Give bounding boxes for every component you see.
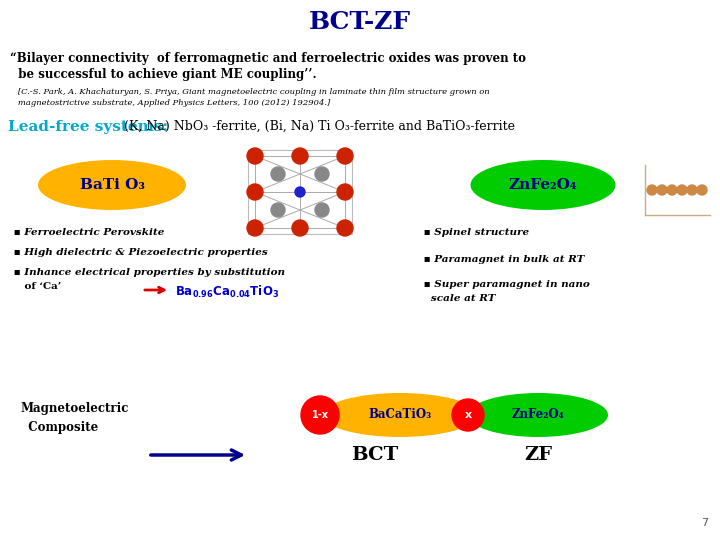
- Circle shape: [247, 148, 263, 164]
- Ellipse shape: [38, 160, 186, 210]
- Circle shape: [697, 185, 707, 195]
- Text: BCT: BCT: [351, 446, 399, 464]
- Text: Magnetoelectric
  Composite: Magnetoelectric Composite: [20, 402, 128, 434]
- Circle shape: [687, 185, 697, 195]
- Circle shape: [292, 148, 308, 164]
- Text: ZF: ZF: [524, 446, 552, 464]
- Circle shape: [271, 203, 285, 217]
- Circle shape: [677, 185, 687, 195]
- Text: $\mathbf{Ba_{0.96}Ca_{0.04}TiO_3}$: $\mathbf{Ba_{0.96}Ca_{0.04}TiO_3}$: [175, 284, 279, 300]
- Circle shape: [315, 167, 329, 181]
- Circle shape: [292, 220, 308, 236]
- Circle shape: [315, 203, 329, 217]
- Ellipse shape: [468, 393, 608, 437]
- Text: Lead-free systems:: Lead-free systems:: [8, 120, 168, 134]
- Circle shape: [657, 185, 667, 195]
- Text: be successful to achieve giant ME coupling’’.: be successful to achieve giant ME coupli…: [10, 68, 317, 81]
- Circle shape: [337, 220, 353, 236]
- Circle shape: [647, 185, 657, 195]
- Circle shape: [337, 184, 353, 200]
- Text: 7: 7: [701, 518, 708, 528]
- Circle shape: [271, 167, 285, 181]
- Circle shape: [295, 187, 305, 197]
- Circle shape: [247, 220, 263, 236]
- Text: ▪ Super paramagnet in nano: ▪ Super paramagnet in nano: [420, 280, 590, 289]
- Circle shape: [452, 399, 484, 431]
- Ellipse shape: [323, 393, 477, 437]
- Text: 1-x: 1-x: [312, 410, 328, 420]
- Circle shape: [247, 184, 263, 200]
- Text: ZnFe₂O₄: ZnFe₂O₄: [509, 178, 577, 192]
- Circle shape: [667, 185, 677, 195]
- Text: ▪ Ferroelectric Perovskite: ▪ Ferroelectric Perovskite: [10, 228, 164, 237]
- Text: x: x: [464, 410, 472, 420]
- Text: ▪ Inhance electrical properties by substitution: ▪ Inhance electrical properties by subst…: [10, 268, 285, 277]
- Ellipse shape: [470, 160, 616, 210]
- Text: ▪ Paramagnet in bulk at RT: ▪ Paramagnet in bulk at RT: [420, 255, 585, 264]
- Text: ZnFe₂O₄: ZnFe₂O₄: [512, 408, 564, 422]
- Circle shape: [301, 396, 339, 434]
- Text: scale at RT: scale at RT: [420, 294, 495, 303]
- Text: ▪ Spinel structure: ▪ Spinel structure: [420, 228, 529, 237]
- Circle shape: [337, 148, 353, 164]
- Text: (K, Na) NbO₃ -ferrite, (Bi, Na) Ti O₃-ferrite and BaTiO₃-ferrite: (K, Na) NbO₃ -ferrite, (Bi, Na) Ti O₃-fe…: [120, 120, 515, 133]
- Text: BCT-ZF: BCT-ZF: [309, 10, 411, 34]
- Text: BaCaTiO₃: BaCaTiO₃: [369, 408, 431, 422]
- Text: of ‘Ca’: of ‘Ca’: [10, 282, 61, 291]
- FancyBboxPatch shape: [248, 150, 352, 234]
- Text: BaTi O₃: BaTi O₃: [79, 178, 145, 192]
- Text: [C.-S. Park, A. Khachaturyan, S. Priya, Giant magnetoelectric coupling in lamina: [C.-S. Park, A. Khachaturyan, S. Priya, …: [10, 88, 490, 107]
- Text: “Bilayer connectivity  of ferromagnetic and ferroelectric oxides was proven to: “Bilayer connectivity of ferromagnetic a…: [10, 52, 526, 65]
- Text: ▪ High dielectric & Piezoelectric properties: ▪ High dielectric & Piezoelectric proper…: [10, 248, 268, 257]
